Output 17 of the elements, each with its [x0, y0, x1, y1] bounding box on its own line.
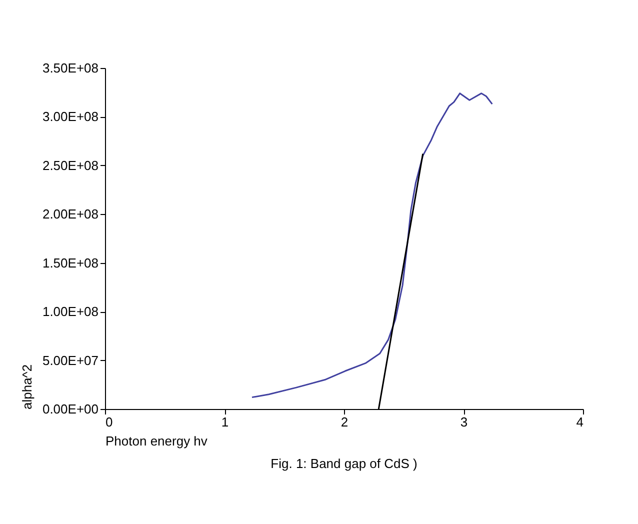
y-tick-label: 2.50E+08 — [42, 158, 98, 173]
x-tick-label: 1 — [221, 414, 229, 430]
x-tick-label: 3 — [460, 414, 468, 430]
x-tick-label: 4 — [576, 414, 584, 430]
x-tick-label: 2 — [340, 414, 348, 430]
y-axis-title: alpha^2 — [19, 364, 34, 410]
y-tick-label: 2.00E+08 — [42, 206, 98, 222]
x-axis-title: Photon energy hv — [106, 434, 208, 448]
y-tick-label: 3.50E+08 — [42, 60, 98, 76]
y-tick-label: 3.00E+08 — [42, 109, 98, 124]
x-tick-label: 0 — [106, 414, 113, 430]
y-tick-label: 0.00E+00 — [42, 402, 98, 416]
y-tick-label: 1.00E+08 — [42, 304, 98, 320]
line-series — [251, 92, 493, 398]
caption: Fig. 1: Band gap of CdS ) — [270, 456, 418, 471]
y-tick-label: 1.50E+08 — [42, 255, 98, 270]
y-tick-label: 5.00E+07 — [42, 352, 98, 368]
